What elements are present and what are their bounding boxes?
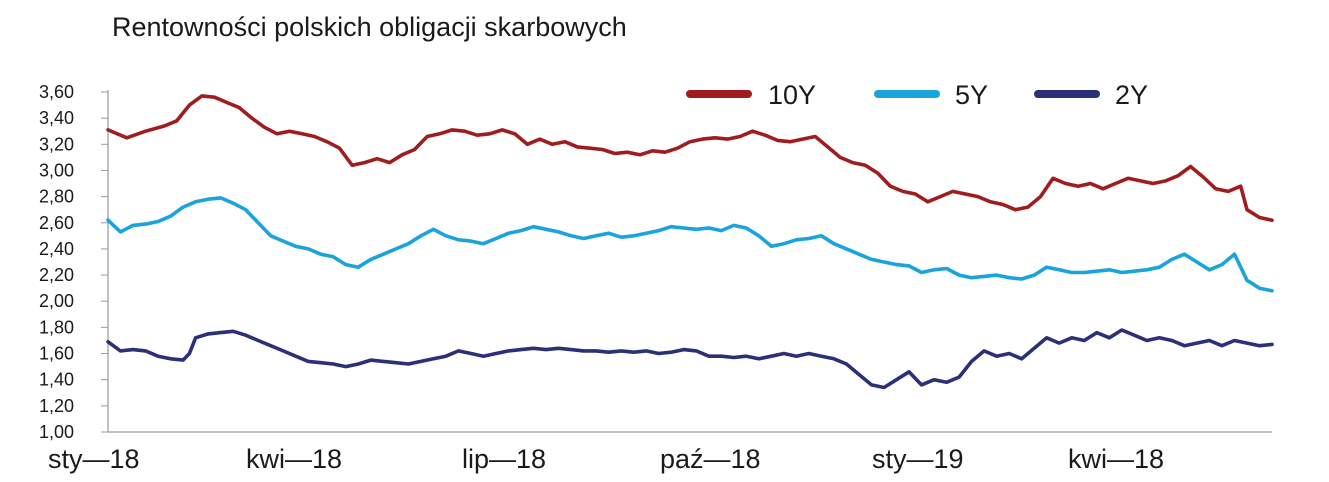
y-tick-label: 2,60 xyxy=(39,213,74,233)
y-tick-labels: 1,00 1,20 1,40 1,60 1,80 2,00 2,20 2,40 2,60 2,80… xyxy=(39,82,108,442)
y-tick-label: 1,40 xyxy=(39,370,74,390)
y-tick-label: 3,00 xyxy=(39,160,74,180)
axes xyxy=(107,90,1272,433)
y-tick-label: 3,20 xyxy=(39,134,74,154)
y-tick-label: 1,80 xyxy=(39,317,74,337)
y-tick-label: 3,60 xyxy=(39,82,74,102)
y-tick-label: 2,80 xyxy=(39,187,74,207)
y-tick-label: 2,20 xyxy=(39,265,74,285)
legend-label-2y: 2Y xyxy=(1115,80,1148,110)
y-tick-label: 2,40 xyxy=(39,239,74,259)
y-tick-label: 2,00 xyxy=(39,291,74,311)
x-tick-label: kwi—18 xyxy=(246,444,342,474)
legend-label-10y: 10Y xyxy=(768,80,816,110)
y-tick-label: 3,40 xyxy=(39,108,74,128)
x-tick-label: sty—19 xyxy=(872,444,964,474)
y-tick-label: 1,20 xyxy=(39,396,74,416)
y-tick-label: 1,60 xyxy=(39,344,74,364)
y-tick-label: 1,00 xyxy=(39,422,74,442)
series-lines xyxy=(106,94,1274,390)
x-tick-label: sty—18 xyxy=(48,444,140,474)
series-line-5y xyxy=(106,196,1274,293)
series-line-10y xyxy=(106,94,1274,222)
x-tick-label: paź—18 xyxy=(660,444,761,474)
x-tick-labels: sty—18 kwi—18 lip—18 paź—18 sty—19 kwi—18 xyxy=(48,444,1164,474)
legend-label-5y: 5Y xyxy=(955,80,988,110)
series-line-2y xyxy=(106,328,1274,390)
x-tick-label: lip—18 xyxy=(462,444,546,474)
chart-title: Rentowności polskich obligacji skarbowyc… xyxy=(112,12,627,42)
x-tick-label: kwi—18 xyxy=(1068,444,1164,474)
legend: 10Y 5Y 2Y xyxy=(686,80,1148,110)
